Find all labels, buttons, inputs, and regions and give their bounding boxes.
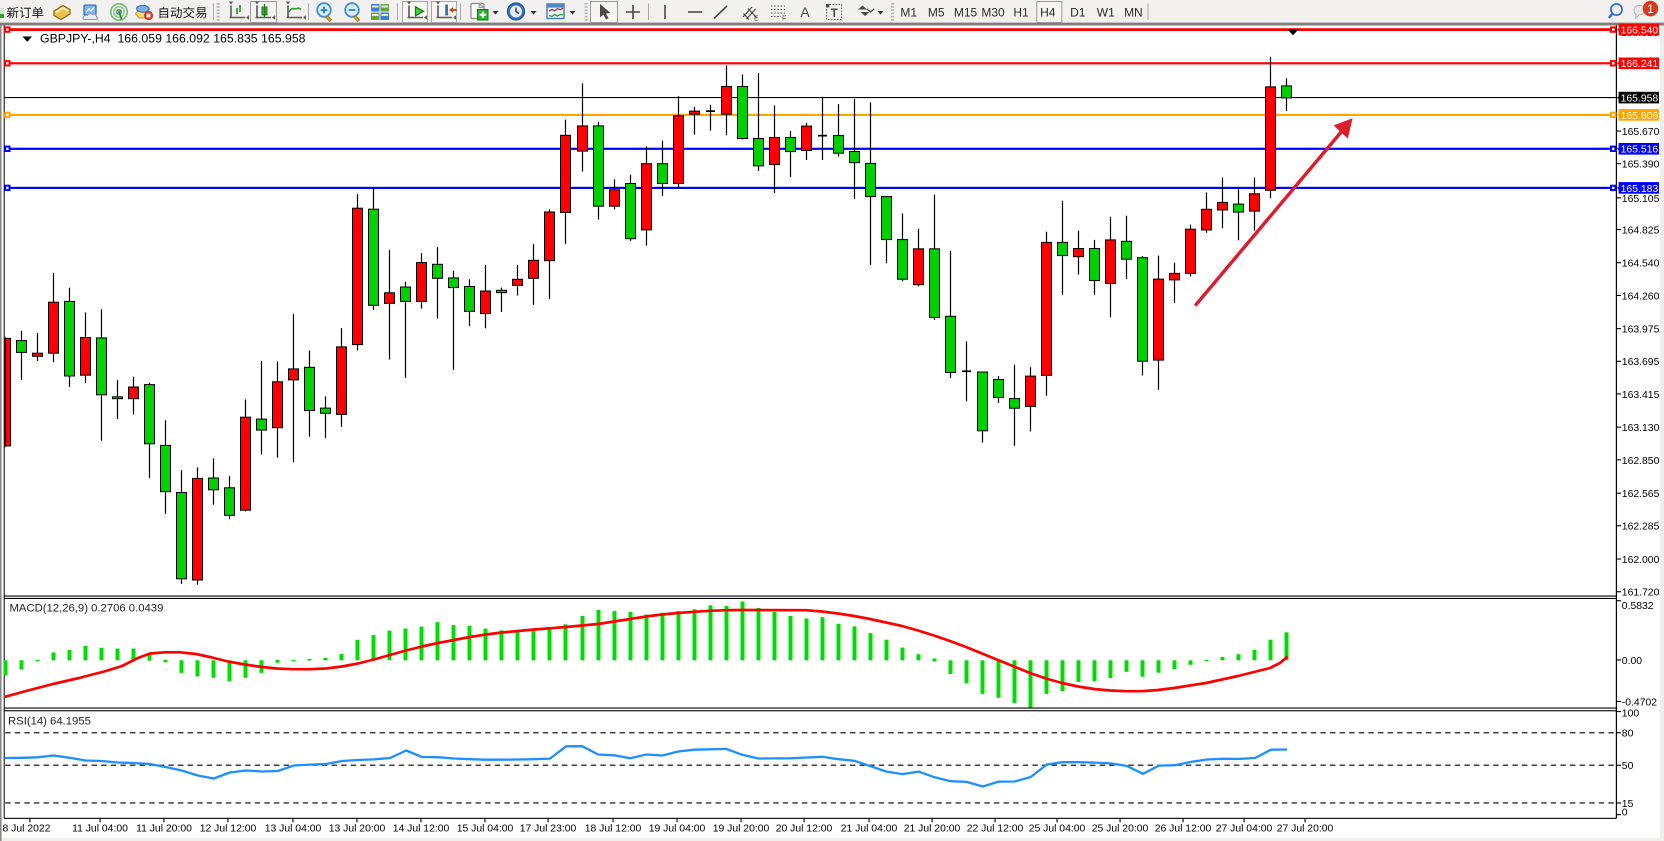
svg-text:T: T bbox=[831, 8, 838, 20]
svg-text:A: A bbox=[800, 4, 810, 20]
svg-text:MN: MN bbox=[1124, 6, 1143, 20]
svg-text:165.390: 165.390 bbox=[1622, 160, 1660, 171]
svg-text:W1: W1 bbox=[1097, 6, 1115, 20]
svg-text:164.540: 164.540 bbox=[1622, 259, 1660, 270]
svg-text:164.260: 164.260 bbox=[1622, 291, 1660, 302]
svg-text:162.000: 162.000 bbox=[1622, 555, 1660, 566]
svg-text:27 Jul 20:00: 27 Jul 20:00 bbox=[1277, 823, 1334, 834]
svg-text:0.00: 0.00 bbox=[1622, 656, 1642, 667]
svg-text:165.183: 165.183 bbox=[1621, 184, 1659, 195]
svg-text:162.285: 162.285 bbox=[1622, 522, 1660, 533]
svg-text:H1: H1 bbox=[1013, 6, 1029, 20]
svg-text:F: F bbox=[782, 16, 786, 23]
svg-text:19 Jul 20:00: 19 Jul 20:00 bbox=[713, 823, 770, 834]
svg-text:11 Jul 04:00: 11 Jul 04:00 bbox=[72, 823, 128, 834]
svg-text:166.540: 166.540 bbox=[1621, 26, 1659, 37]
svg-text:21 Jul 04:00: 21 Jul 04:00 bbox=[841, 823, 898, 834]
svg-text:22 Jul 12:00: 22 Jul 12:00 bbox=[967, 823, 1024, 834]
svg-text:18 Jul 12:00: 18 Jul 12:00 bbox=[585, 823, 642, 834]
svg-text:165.670: 165.670 bbox=[1622, 127, 1660, 138]
svg-text:164.825: 164.825 bbox=[1622, 226, 1660, 237]
svg-text:GBPJPY-,H4 166.059 166.092 16: GBPJPY-,H4 166.059 166.092 165.835 165.9… bbox=[40, 32, 306, 46]
svg-text:25 Jul 20:00: 25 Jul 20:00 bbox=[1092, 823, 1149, 834]
svg-text:-0.4702: -0.4702 bbox=[1622, 697, 1657, 708]
svg-text:80: 80 bbox=[1622, 729, 1634, 740]
svg-text:RSI(14) 64.1955: RSI(14) 64.1955 bbox=[8, 716, 91, 728]
svg-text:H4: H4 bbox=[1040, 6, 1056, 20]
svg-text:M1: M1 bbox=[900, 6, 917, 20]
svg-text:163.415: 163.415 bbox=[1622, 390, 1660, 401]
svg-text:0: 0 bbox=[1622, 807, 1628, 818]
svg-text:161.720: 161.720 bbox=[1622, 588, 1660, 599]
svg-text:19 Jul 04:00: 19 Jul 04:00 bbox=[649, 823, 706, 834]
svg-text:165.516: 165.516 bbox=[1621, 145, 1659, 156]
svg-text:15: 15 bbox=[1622, 799, 1634, 810]
svg-text:50: 50 bbox=[1622, 761, 1634, 772]
svg-text:21 Jul 20:00: 21 Jul 20:00 bbox=[904, 823, 961, 834]
svg-text:25 Jul 04:00: 25 Jul 04:00 bbox=[1029, 823, 1086, 834]
svg-text:11 Jul 20:00: 11 Jul 20:00 bbox=[136, 823, 192, 834]
svg-text:D1: D1 bbox=[1070, 6, 1086, 20]
svg-text:26 Jul 12:00: 26 Jul 12:00 bbox=[1155, 823, 1212, 834]
svg-text:165.958: 165.958 bbox=[1621, 94, 1659, 105]
svg-text:M30: M30 bbox=[981, 6, 1005, 20]
svg-text:E: E bbox=[754, 16, 759, 23]
svg-text:13 Jul 04:00: 13 Jul 04:00 bbox=[265, 823, 322, 834]
svg-text:165.105: 165.105 bbox=[1622, 194, 1660, 205]
svg-text:M15: M15 bbox=[954, 6, 978, 20]
svg-text:162.850: 162.850 bbox=[1622, 456, 1660, 467]
svg-text:163.130: 163.130 bbox=[1622, 423, 1660, 434]
svg-text:17 Jul 23:00: 17 Jul 23:00 bbox=[520, 823, 577, 834]
svg-text:162.565: 162.565 bbox=[1622, 489, 1660, 500]
svg-text:12 Jul 12:00: 12 Jul 12:00 bbox=[200, 823, 257, 834]
svg-text:163.695: 163.695 bbox=[1622, 357, 1660, 368]
svg-text:8 Jul 2022: 8 Jul 2022 bbox=[3, 823, 51, 834]
svg-text:20 Jul 12:00: 20 Jul 12:00 bbox=[776, 823, 833, 834]
svg-text:1: 1 bbox=[1647, 2, 1654, 16]
svg-text:27 Jul 04:00: 27 Jul 04:00 bbox=[1216, 823, 1273, 834]
svg-text:165.806: 165.806 bbox=[1621, 111, 1659, 122]
svg-text:0.5832: 0.5832 bbox=[1622, 601, 1654, 612]
svg-text:163.975: 163.975 bbox=[1622, 325, 1660, 336]
svg-text:166.241: 166.241 bbox=[1621, 59, 1659, 70]
svg-text:13 Jul 20:00: 13 Jul 20:00 bbox=[329, 823, 386, 834]
svg-text:MACD(12,26,9) 0.2706 0.0439: MACD(12,26,9) 0.2706 0.0439 bbox=[10, 603, 164, 615]
svg-text:100: 100 bbox=[1622, 708, 1640, 719]
svg-text:15 Jul 04:00: 15 Jul 04:00 bbox=[457, 823, 514, 834]
svg-text:14 Jul 12:00: 14 Jul 12:00 bbox=[393, 823, 450, 834]
svg-text:M5: M5 bbox=[928, 6, 945, 20]
